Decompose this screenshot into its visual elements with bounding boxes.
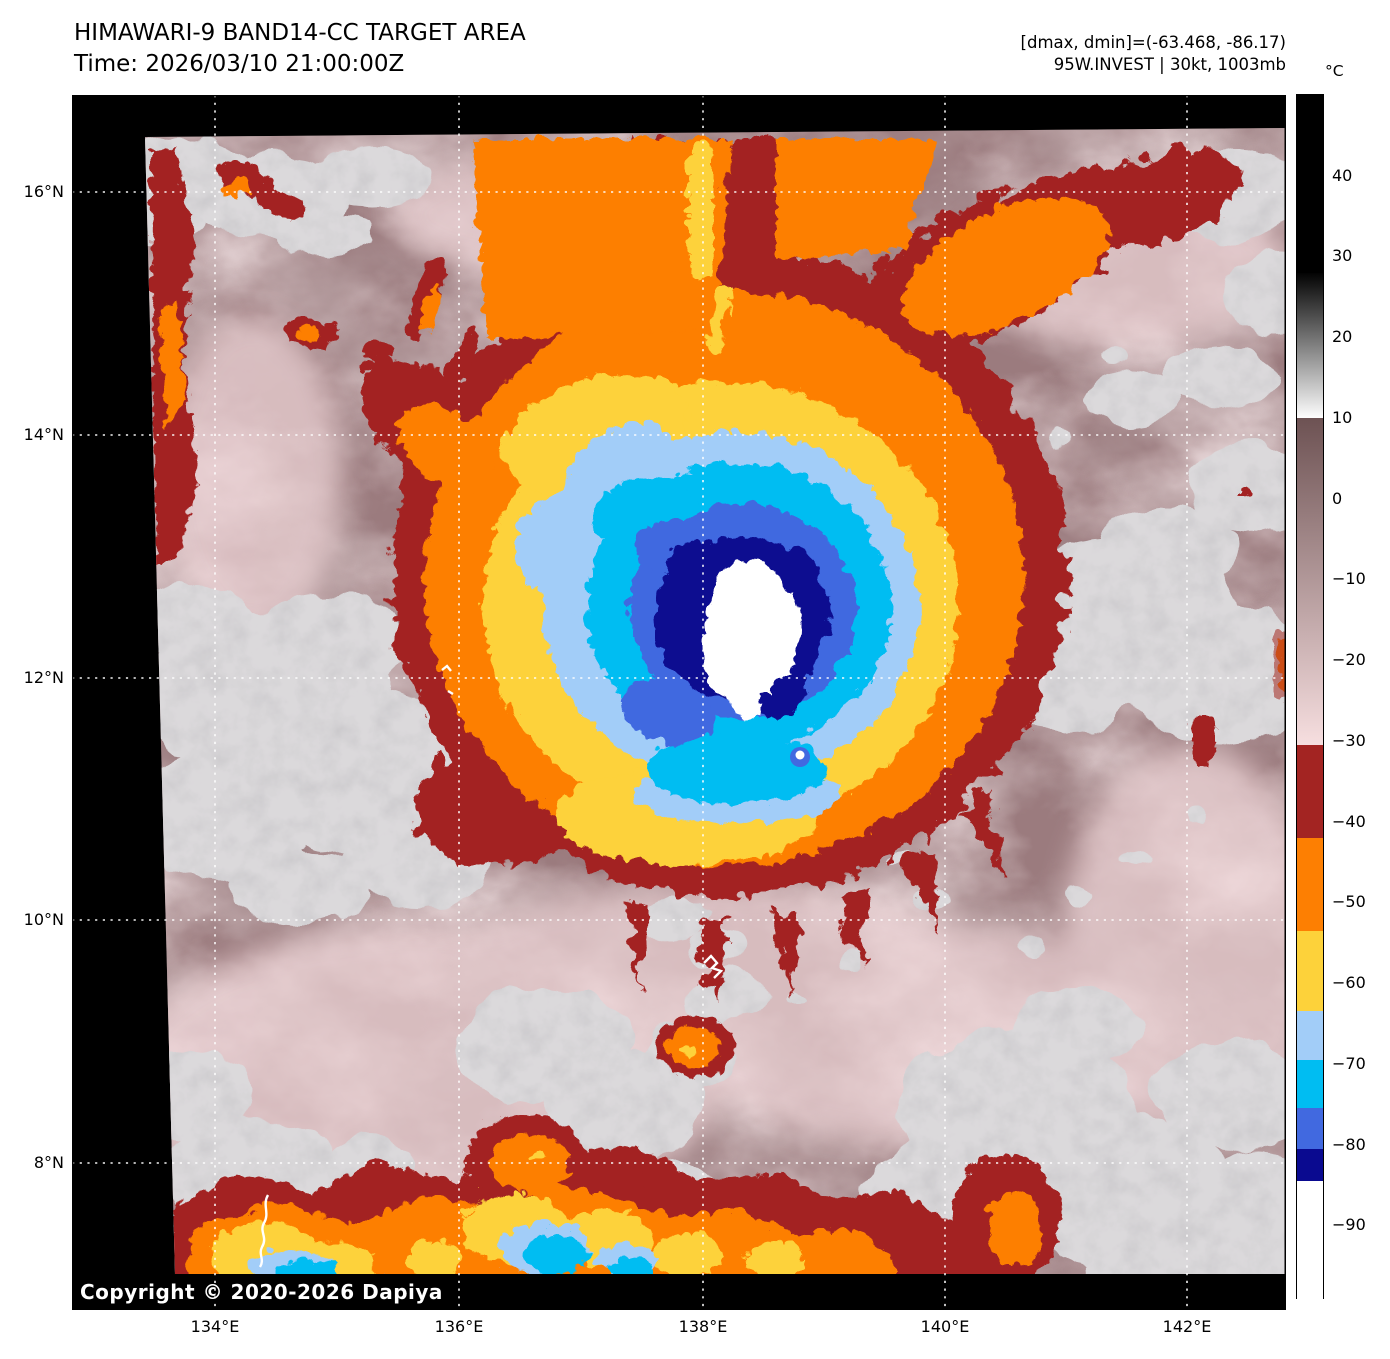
colorbar-segment — [1297, 417, 1323, 746]
colorbar-tick-label: −70 — [1332, 1053, 1366, 1073]
small-convective-cell — [654, 1010, 730, 1074]
left-edge-convection — [147, 143, 335, 565]
colorbar-segment — [1297, 1180, 1323, 1299]
data-swath — [145, 128, 1286, 1274]
colorbar-segment — [1297, 1108, 1323, 1150]
colorbar-segment — [1297, 272, 1323, 419]
page-title: HIMAWARI-9 BAND14-CC TARGET AREA Time: 20… — [74, 18, 526, 80]
colorbar-tick-label: −60 — [1332, 973, 1366, 993]
axes-frame — [72, 95, 1286, 1310]
x-tick-label: 138°E — [678, 1317, 728, 1336]
x-tick-label: 136°E — [434, 1317, 484, 1336]
y-tick-label: 8°N — [33, 1153, 64, 1172]
colorbar-segment — [1297, 930, 1323, 1012]
colorbar-tick-label: −80 — [1332, 1134, 1366, 1154]
title-time: Time: 2026/03/10 21:00:00Z — [74, 51, 405, 77]
south-cold-dot-core — [795, 750, 805, 760]
invest-readout: 95W.INVEST | 30kt, 1003mb — [1053, 55, 1286, 74]
temperature-colorbar — [1296, 94, 1324, 1299]
bottom-convection-band — [167, 1110, 1057, 1274]
colorbar-segment — [1297, 744, 1323, 839]
y-tick-label: 14°N — [23, 425, 64, 444]
copyright-watermark: Copyright © 2020-2026 Dapiya — [80, 1280, 443, 1304]
colorbar-unit-label: °C — [1325, 62, 1344, 80]
colorbar-tick-label: −90 — [1332, 1215, 1366, 1235]
y-tick-label: 12°N — [23, 668, 64, 687]
map-plot-area: Copyright © 2020-2026 Dapiya — [72, 95, 1286, 1310]
colorbar-tick-label: 30 — [1332, 246, 1353, 266]
x-tick-label: 142°E — [1162, 1317, 1212, 1336]
colorbar-tick-label: 0 — [1332, 488, 1343, 508]
colorbar-tick-label: −30 — [1332, 730, 1366, 750]
storm-annotation: [dmax, dmin]=(-63.468, -86.17) 95W.INVEST… — [1021, 32, 1286, 76]
y-tick-label: 16°N — [23, 182, 64, 201]
island-coastlines — [258, 664, 724, 1268]
x-tick-label: 134°E — [190, 1317, 240, 1336]
colorbar-tick-label: −40 — [1332, 811, 1366, 831]
colorbar-segment — [1297, 1059, 1323, 1109]
colorbar-tick-label: 10 — [1332, 407, 1353, 427]
colorbar-tick-label: 40 — [1332, 165, 1353, 185]
colorbar-segment — [1297, 1011, 1323, 1061]
colorbar-tick-label: −20 — [1332, 650, 1366, 670]
x-tick-label: 140°E — [920, 1317, 970, 1336]
colorbar-tick-label: −50 — [1332, 892, 1366, 912]
graticule-gridlines — [72, 95, 1286, 1310]
colorbar-segment — [1297, 837, 1323, 932]
colorbar-tick-label: −10 — [1332, 569, 1366, 589]
dmax-dmin-readout: [dmax, dmin]=(-63.468, -86.17) — [1020, 33, 1286, 52]
title-line1: HIMAWARI-9 BAND14-CC TARGET AREA — [74, 20, 526, 46]
storm-white-center — [698, 555, 796, 715]
colorbar-tick-label: 20 — [1332, 327, 1353, 347]
satellite-image — [72, 95, 1286, 1310]
colorbar-segment — [1297, 1148, 1323, 1182]
colorbar-segment — [1297, 95, 1323, 274]
y-tick-label: 10°N — [23, 910, 64, 929]
